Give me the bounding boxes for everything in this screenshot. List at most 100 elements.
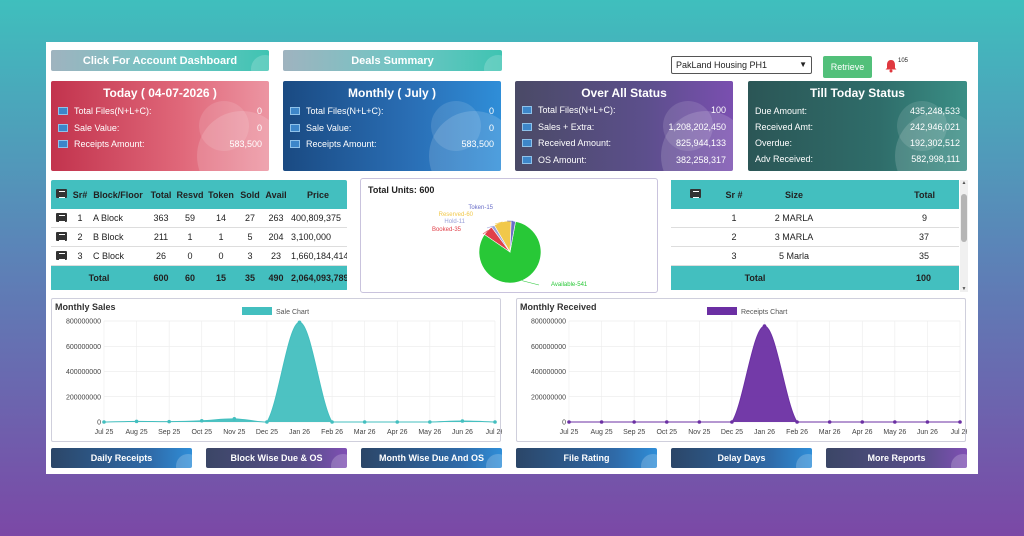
data-point[interactable] xyxy=(795,420,799,424)
details-icon[interactable] xyxy=(55,250,67,260)
data-point[interactable] xyxy=(134,419,139,424)
chart-title: Monthly Sales xyxy=(55,302,116,312)
card-row-label: Adv Received: xyxy=(755,154,814,164)
data-point[interactable] xyxy=(860,420,865,424)
card-row-label: Sale Value: xyxy=(306,122,352,133)
data-point[interactable] xyxy=(493,420,497,424)
table-row[interactable]: 1 A Block 363 59 14 27 263 400,809,375 xyxy=(51,209,347,228)
data-point[interactable] xyxy=(697,420,702,424)
table-cell: 2,064,093,789 xyxy=(291,273,347,283)
table-cell: 59 xyxy=(184,213,195,223)
data-point[interactable] xyxy=(167,419,171,424)
pie-leader-line xyxy=(482,230,488,235)
data-point[interactable] xyxy=(102,420,106,424)
deals-summary-button[interactable]: Deals Summary xyxy=(283,50,502,71)
data-point[interactable] xyxy=(925,420,930,424)
y-tick-label: 0 xyxy=(97,420,101,427)
y-tick-label: 400000000 xyxy=(66,369,101,376)
data-point[interactable] xyxy=(395,420,400,424)
table-row[interactable]: 2 B Block 211 1 1 5 204 3,100,000 xyxy=(51,228,347,247)
delay-days-button[interactable]: Delay Days xyxy=(671,448,812,468)
data-point[interactable] xyxy=(632,420,636,424)
today-card-title: Today ( 04-07-2026 ) xyxy=(103,86,217,100)
table-cell: 1 xyxy=(731,213,737,223)
data-point[interactable] xyxy=(265,420,269,424)
list-icon xyxy=(290,107,300,116)
details-icon[interactable] xyxy=(55,231,67,241)
table-cell: 363 xyxy=(153,213,169,223)
table-cell: 400,809,375 xyxy=(291,213,342,223)
x-tick-label: Jul 25 xyxy=(560,429,579,436)
table-row[interactable]: 3 5 Marla 35 xyxy=(671,247,959,266)
scrollbar-thumb[interactable] xyxy=(961,194,967,242)
bell-icon[interactable] xyxy=(884,59,898,73)
table-cell: Total xyxy=(88,273,110,283)
column-header: Size xyxy=(784,189,803,200)
x-tick-label: Aug 25 xyxy=(590,429,612,436)
x-tick-label: Oct 25 xyxy=(191,429,212,436)
size-summary-table: Sr # Size Total 1 2 MARLA 9 2 3 MARLA 37… xyxy=(671,180,959,292)
data-point[interactable] xyxy=(827,420,832,424)
retrieve-button[interactable]: Retrieve xyxy=(823,56,872,78)
data-point[interactable] xyxy=(297,320,302,325)
column-header: Sold xyxy=(240,189,260,200)
x-tick-label: Jul 26 xyxy=(486,429,502,436)
scroll-up-icon[interactable]: ▲ xyxy=(961,180,967,186)
size-table-scrollbar[interactable]: ▲ ▼ xyxy=(960,180,968,292)
table-row[interactable]: 1 2 MARLA 9 xyxy=(671,209,959,228)
x-tick-label: Oct 25 xyxy=(656,429,677,436)
legend-swatch[interactable] xyxy=(707,307,737,315)
table-row[interactable]: 2 3 MARLA 37 xyxy=(671,228,959,247)
list-icon xyxy=(55,189,67,198)
block-wise-due-button[interactable]: Block Wise Due & OS xyxy=(206,448,347,468)
x-tick-label: Dec 25 xyxy=(256,429,278,436)
data-point[interactable] xyxy=(762,324,767,328)
column-header: Avail xyxy=(265,189,287,200)
data-point[interactable] xyxy=(460,419,465,423)
details-icon[interactable] xyxy=(55,212,67,222)
y-tick-label: 600000000 xyxy=(66,344,101,351)
legend-swatch[interactable] xyxy=(242,307,272,315)
sales-chart-canvas: Sale Chart 0 200000000 400000000 600000000 80… xyxy=(66,307,502,436)
file-rating-button[interactable]: File Rating xyxy=(516,448,657,468)
y-tick-label: 200000000 xyxy=(531,394,566,401)
daily-receipts-button[interactable]: Daily Receipts xyxy=(51,448,192,468)
data-point[interactable] xyxy=(664,420,669,424)
table-cell: 204 xyxy=(268,232,284,242)
data-point[interactable] xyxy=(893,420,897,424)
overall-status-card: Over All Status Total Files(N+L+C): 100 S… xyxy=(515,81,733,171)
y-tick-label: 600000000 xyxy=(531,344,566,351)
table-cell: 3 xyxy=(77,251,83,261)
month-wise-due-button[interactable]: Month Wise Due And OS xyxy=(361,448,502,468)
data-point[interactable] xyxy=(958,420,962,424)
data-point[interactable] xyxy=(428,420,432,424)
data-point[interactable] xyxy=(362,420,367,424)
y-tick-label: 400000000 xyxy=(531,369,566,376)
table-cell: 5 Marla xyxy=(778,251,809,261)
table-cell: 0 xyxy=(218,251,224,261)
card-row-label: Receipts Amount: xyxy=(74,139,145,150)
card-row-value: 825,944,133 xyxy=(675,138,726,149)
project-select-value: PakLand Housing PH1 xyxy=(676,60,768,70)
table-cell: 600 xyxy=(153,273,169,283)
data-point[interactable] xyxy=(599,420,604,424)
series-area xyxy=(104,322,495,422)
data-point[interactable] xyxy=(232,417,237,421)
more-reports-button[interactable]: More Reports xyxy=(826,448,967,468)
account-dashboard-button[interactable]: Click For Account Dashboard xyxy=(51,50,269,71)
list-icon xyxy=(522,122,532,131)
data-point[interactable] xyxy=(730,420,734,424)
column-header: Total xyxy=(914,189,935,200)
project-select[interactable]: PakLand Housing PH1 ▼ xyxy=(671,56,812,74)
data-point[interactable] xyxy=(567,420,571,424)
data-point[interactable] xyxy=(330,420,334,424)
received-chart-canvas: Receipts Chart 0 200000000 400000000 6000000… xyxy=(531,307,967,436)
table-row[interactable]: 3 C Block 26 0 0 3 23 1,660,184,414 xyxy=(51,247,347,266)
pie-label: Token-15 xyxy=(468,205,493,211)
scroll-down-icon[interactable]: ▼ xyxy=(961,286,967,292)
monthly-received-chart: Monthly Received Receipts Chart 0 20000000… xyxy=(516,298,967,442)
units-pie-chart: Total Units: 600 Available-541 Booked-35 H… xyxy=(360,178,658,293)
data-point[interactable] xyxy=(199,418,204,423)
card-row-label: Sales + Extra: xyxy=(538,121,595,132)
notification-count: 105 xyxy=(898,58,909,64)
